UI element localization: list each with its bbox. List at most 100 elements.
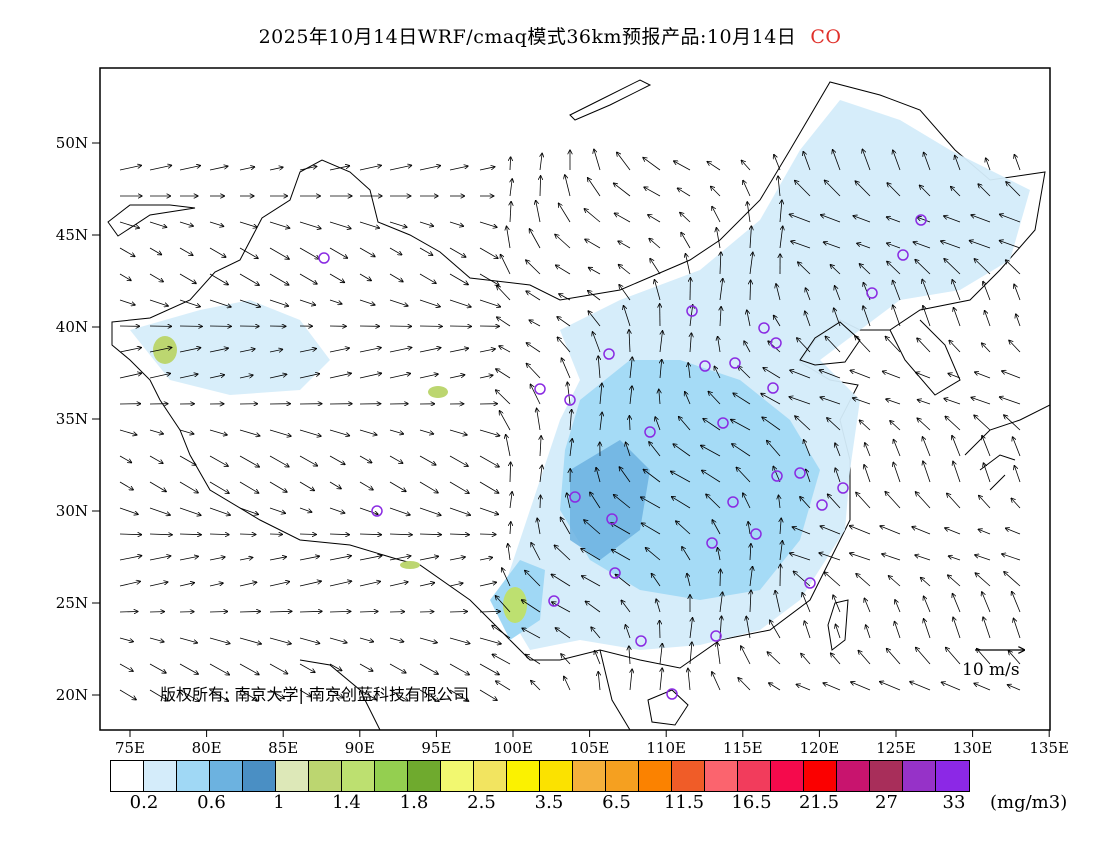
wind-arrow xyxy=(642,523,661,535)
wind-arrow xyxy=(299,273,317,284)
wind-arrow xyxy=(644,187,661,197)
wind-arrow xyxy=(681,233,691,249)
lon-label: 90E xyxy=(345,739,375,757)
wind-arrow xyxy=(823,683,841,691)
wind-arrow xyxy=(449,455,468,466)
wind-vector-field xyxy=(119,149,1021,701)
wind-arrow xyxy=(680,213,691,223)
wind-arrow xyxy=(831,653,841,665)
wind-arrow xyxy=(690,333,691,353)
wind-arrow xyxy=(119,299,135,305)
wind-arrow xyxy=(149,374,170,379)
wind-arrow xyxy=(359,556,382,561)
wind-arrow xyxy=(1013,437,1021,457)
wind-arrow xyxy=(449,583,463,587)
wind-arrow xyxy=(209,348,228,353)
wind-arrow xyxy=(510,522,511,535)
wind-arrow xyxy=(559,294,571,301)
wind-arrow xyxy=(562,358,571,379)
legend-label: 3.5 xyxy=(534,792,564,813)
wind-arrow xyxy=(860,264,871,275)
wind-arrow xyxy=(824,572,841,587)
city-marker xyxy=(609,567,621,579)
wind-arrow xyxy=(1004,572,1021,587)
wind-arrow xyxy=(299,455,317,466)
wind-arrow xyxy=(389,455,403,463)
city-marker xyxy=(706,537,718,549)
wind-arrow xyxy=(389,165,411,171)
co-hotspot-yunnan xyxy=(503,587,527,623)
wind-arrow xyxy=(743,493,751,509)
wind-arrow xyxy=(449,247,466,257)
city-marker xyxy=(666,688,678,700)
wind-arrow xyxy=(701,446,721,457)
wind-arrow xyxy=(179,637,197,643)
wind-arrow xyxy=(209,221,224,226)
wind-arrow xyxy=(510,179,512,197)
city-marker xyxy=(603,348,615,360)
wind-arrow xyxy=(949,341,961,353)
wind-arrow xyxy=(179,221,193,226)
wind-arrow xyxy=(119,637,133,642)
legend-swatch xyxy=(771,761,804,791)
wind-arrow xyxy=(774,155,781,171)
legend-unit: (mg/m3) xyxy=(990,792,1068,813)
wind-arrow xyxy=(706,494,721,509)
wind-arrow xyxy=(678,188,691,197)
wind-arrow xyxy=(660,668,662,691)
wind-arrow xyxy=(510,462,511,483)
wind-arrow xyxy=(419,663,438,674)
wind-arrow xyxy=(1011,498,1021,509)
lat-label: 30N xyxy=(56,502,88,520)
wind-arrow xyxy=(492,626,511,639)
wind-arrow xyxy=(531,681,541,691)
wind-arrow xyxy=(660,621,661,639)
wind-arrow xyxy=(269,273,289,285)
wind-arrow xyxy=(389,221,407,227)
legend-swatch xyxy=(441,761,474,791)
wind-arrow xyxy=(763,368,781,379)
wind-arrow xyxy=(789,397,811,405)
wind-arrow xyxy=(359,663,373,671)
wind-arrow xyxy=(801,654,811,665)
wind-arrow xyxy=(502,568,511,587)
wind-arrow xyxy=(329,273,344,282)
wind-arrow xyxy=(1014,155,1021,171)
wind-arrow xyxy=(359,507,378,514)
wind-arrow xyxy=(773,467,781,483)
legend-label: 1.4 xyxy=(332,792,361,813)
wind-arrow xyxy=(239,349,255,353)
wind-arrow xyxy=(750,544,751,561)
wind-arrow xyxy=(329,373,351,379)
wind-arrow xyxy=(479,221,497,227)
wind-arrow xyxy=(774,316,781,327)
wind-arrow xyxy=(720,570,721,587)
wind-arrow xyxy=(479,349,495,353)
wind-arrow xyxy=(359,637,373,642)
wind-arrow xyxy=(887,183,901,197)
co-hotspot-kashgar xyxy=(153,336,177,364)
wind-arrow xyxy=(269,557,286,561)
wind-arrow xyxy=(179,583,194,587)
wind-arrow xyxy=(853,398,871,405)
wind-arrow xyxy=(329,481,341,489)
wind-arrow xyxy=(982,436,991,457)
wind-arrow xyxy=(540,154,542,171)
wind-arrow xyxy=(824,242,841,249)
wind-arrow xyxy=(1012,592,1021,613)
wind-arrow xyxy=(795,181,811,197)
wind-arrow xyxy=(806,288,811,301)
wind-arrow xyxy=(975,555,991,561)
wind-arrow xyxy=(570,439,572,457)
wind-arrow xyxy=(804,440,811,457)
wind-arrow xyxy=(712,520,721,535)
wind-arrow xyxy=(119,663,133,671)
city-marker xyxy=(717,417,729,429)
wind-arrow xyxy=(732,444,751,457)
wind-arrow xyxy=(1002,371,1021,379)
wind-arrow xyxy=(858,651,871,665)
lon-label: 130E xyxy=(953,739,993,757)
wind-arrow xyxy=(685,392,691,405)
wind-arrow xyxy=(540,176,541,197)
